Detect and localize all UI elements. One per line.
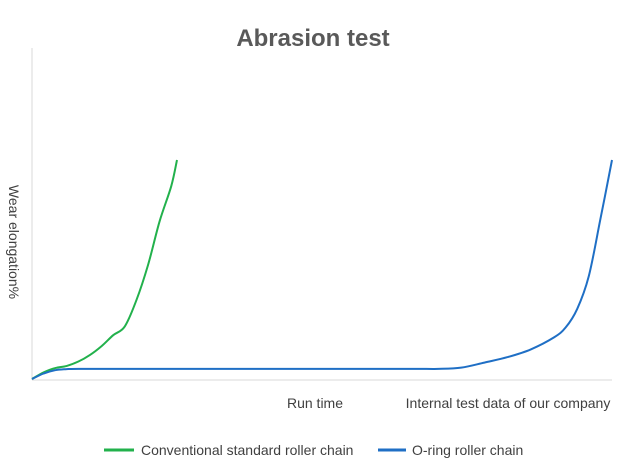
x-axis-label: Run time (287, 395, 343, 411)
series-line-conventional (31, 159, 178, 380)
legend-item-oring: O-ring roller chain (378, 442, 523, 458)
chart-annotation: Internal test data of our company (406, 395, 611, 411)
y-axis-label: Wear elongation% (6, 185, 22, 299)
legend-label-oring: O-ring roller chain (412, 442, 523, 458)
series-line-oring (31, 159, 613, 380)
legend-item-conventional: Conventional standard roller chain (104, 442, 353, 458)
chart-title: Abrasion test (236, 25, 389, 52)
series-layer (31, 159, 613, 380)
legend-label-conventional: Conventional standard roller chain (141, 442, 353, 458)
legend: Conventional standard roller chain O-rin… (104, 442, 523, 458)
